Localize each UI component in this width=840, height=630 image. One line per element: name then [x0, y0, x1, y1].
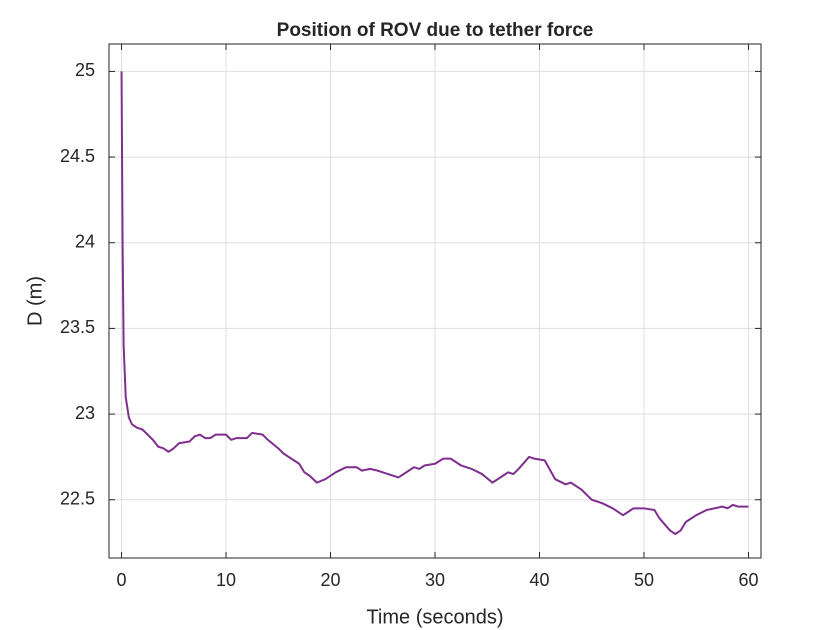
y-tick-label: 25	[75, 60, 95, 80]
y-tick-label: 22.5	[60, 488, 95, 508]
y-tick-label: 24	[75, 231, 95, 251]
x-tick-label: 20	[320, 570, 340, 590]
x-tick-label: 10	[216, 570, 236, 590]
chart-title: Position of ROV due to tether force	[277, 20, 594, 41]
y-tick-label: 24.5	[60, 146, 95, 166]
x-tick-label: 40	[529, 570, 549, 590]
x-axis-label: Time (seconds)	[366, 606, 503, 628]
x-tick-label: 50	[634, 570, 654, 590]
y-tick-label: 23	[75, 403, 95, 423]
plot-frame	[108, 43, 762, 559]
x-tick-label: 60	[738, 570, 758, 590]
y-tick-label: 23.5	[60, 317, 95, 337]
x-tick-label: 30	[425, 570, 445, 590]
data-line	[120, 71, 749, 536]
x-tick-label: 0	[117, 570, 127, 590]
y-axis-label: D (m)	[24, 276, 46, 326]
